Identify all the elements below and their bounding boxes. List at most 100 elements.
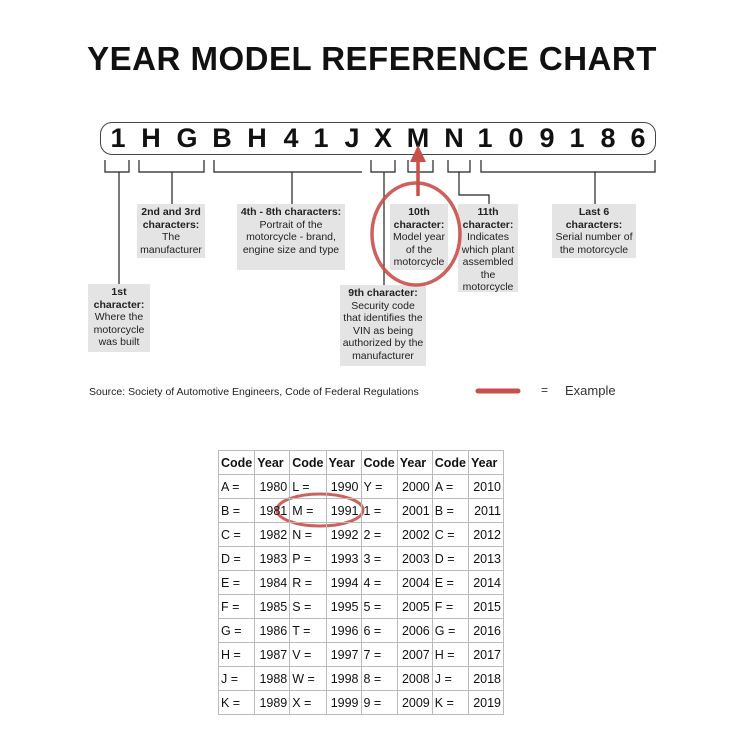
code-cell: F = xyxy=(431,594,470,619)
column-header: Code xyxy=(289,450,327,475)
code-cell: B = xyxy=(217,498,256,523)
code-cell: D = xyxy=(431,546,470,571)
year-cell: 2009 xyxy=(396,690,433,715)
code-cell: 4 = xyxy=(360,570,398,595)
label-9th-character: 9th character: Security code that identif… xyxy=(340,285,426,366)
year-cell: 2014 xyxy=(468,570,504,595)
code-cell: 5 = xyxy=(360,594,398,619)
vin-character: 0 xyxy=(508,123,524,153)
year-cell: 1993 xyxy=(325,546,362,571)
code-cell: L = xyxy=(289,474,327,499)
label-10th-character: 10th character: Model year of the motorcy… xyxy=(390,204,448,270)
table-row: D = 1983 P = 1993 3 = 2003 D = 2013 xyxy=(217,546,504,571)
column-header: Code xyxy=(217,450,256,475)
vin-character: J xyxy=(344,123,360,153)
code-cell: K = xyxy=(217,690,256,715)
bracket-1st xyxy=(104,160,130,284)
table-row: G = 1986 T = 1996 6 = 2006 G = 2016 xyxy=(217,618,504,643)
code-cell: 1 = xyxy=(360,498,398,523)
vin-character: G xyxy=(176,123,198,153)
code-cell: 7 = xyxy=(360,642,398,667)
vin-character: 8 xyxy=(600,123,616,153)
year-cell: 1999 xyxy=(325,690,362,715)
table-row: A = 1980 L = 1990 Y = 2000 A = 2010 xyxy=(217,474,504,499)
code-cell: J = xyxy=(217,666,256,691)
year-cell: 2011 xyxy=(468,498,504,523)
legend-example: Example xyxy=(565,383,616,398)
year-cell: 1994 xyxy=(325,570,362,595)
year-cell: 2004 xyxy=(396,570,433,595)
code-cell: G = xyxy=(431,618,470,643)
code-cell: V = xyxy=(289,642,327,667)
bracket-last-6 xyxy=(480,160,656,204)
vin-character: H xyxy=(247,123,267,153)
year-cell: 2013 xyxy=(468,546,504,571)
column-header: Year xyxy=(468,450,504,475)
year-code-table: Code Year Code Year Code Year Code Year A = 1980… xyxy=(217,450,504,715)
vin-character: N xyxy=(444,123,464,153)
year-cell: 2017 xyxy=(468,642,504,667)
label-11th-character: 11th character: Indicates which plant ass… xyxy=(458,204,518,293)
code-cell: C = xyxy=(217,522,256,547)
code-cell: S = xyxy=(289,594,327,619)
code-cell: N = xyxy=(289,522,327,547)
arrow-up-icon xyxy=(410,145,426,162)
year-cell: 1991 xyxy=(325,498,362,523)
source-note: Source: Society of Automotive Engineers,… xyxy=(89,386,419,398)
year-cell: 1992 xyxy=(325,522,362,547)
highlight-circle-10th xyxy=(370,181,462,287)
column-header: Year xyxy=(254,450,291,475)
year-cell: 1986 xyxy=(254,618,291,643)
year-cell: 2003 xyxy=(396,546,433,571)
year-cell: 2019 xyxy=(468,690,504,715)
year-cell: 2000 xyxy=(396,474,433,499)
column-header: Year xyxy=(396,450,433,475)
code-cell: F = xyxy=(217,594,256,619)
code-cell: 9 = xyxy=(360,690,398,715)
code-cell: A = xyxy=(431,474,470,499)
bracket-4th-8th xyxy=(213,160,362,204)
code-cell: D = xyxy=(217,546,256,571)
year-cell: 2016 xyxy=(468,618,504,643)
year-cell: 2018 xyxy=(468,666,504,691)
year-cell: 1987 xyxy=(254,642,291,667)
year-cell: 1983 xyxy=(254,546,291,571)
label-2nd-3rd-characters: 2nd and 3rd characters: The manufacturer xyxy=(137,204,205,258)
code-cell: T = xyxy=(289,618,327,643)
code-cell: B = xyxy=(431,498,470,523)
code-cell: W = xyxy=(289,666,327,691)
code-cell: H = xyxy=(431,642,470,667)
code-cell: H = xyxy=(217,642,256,667)
table-row: E = 1984 R = 1994 4 = 2004 E = 2014 xyxy=(217,570,504,595)
bracket-10th xyxy=(407,160,434,173)
vin-character: 9 xyxy=(539,123,555,153)
year-cell: 2007 xyxy=(396,642,433,667)
page-title: YEAR MODEL REFERENCE CHART xyxy=(87,40,657,77)
vin-character: 1 xyxy=(477,123,493,153)
vin-character: 1 xyxy=(313,123,329,153)
table-row: J = 1988 W = 1998 8 = 2008 J = 2018 xyxy=(217,666,504,691)
code-cell: 2 = xyxy=(360,522,398,547)
year-cell: 2010 xyxy=(468,474,504,499)
code-cell: P = xyxy=(289,546,327,571)
year-cell: 2008 xyxy=(396,666,433,691)
code-cell: K = xyxy=(431,690,470,715)
vin-character: 1 xyxy=(110,123,126,153)
table-row: C = 1982 N = 1992 2 = 2002 C = 2012 xyxy=(217,522,504,547)
code-cell: R = xyxy=(289,570,327,595)
code-cell: E = xyxy=(217,570,256,595)
code-cell: M = xyxy=(289,498,327,523)
year-cell: 2005 xyxy=(396,594,433,619)
code-cell: A = xyxy=(217,474,256,499)
column-header: Year xyxy=(325,450,362,475)
vin-character: M xyxy=(406,123,430,153)
year-cell: 1989 xyxy=(254,690,291,715)
code-cell: G = xyxy=(217,618,256,643)
year-cell: 1985 xyxy=(254,594,291,619)
label-last-6-characters: Last 6 characters: Serial number of the m… xyxy=(552,204,636,258)
column-header: Code xyxy=(431,450,470,475)
code-cell: C = xyxy=(431,522,470,547)
vin-character: 1 xyxy=(569,123,585,153)
code-cell: X = xyxy=(289,690,327,715)
